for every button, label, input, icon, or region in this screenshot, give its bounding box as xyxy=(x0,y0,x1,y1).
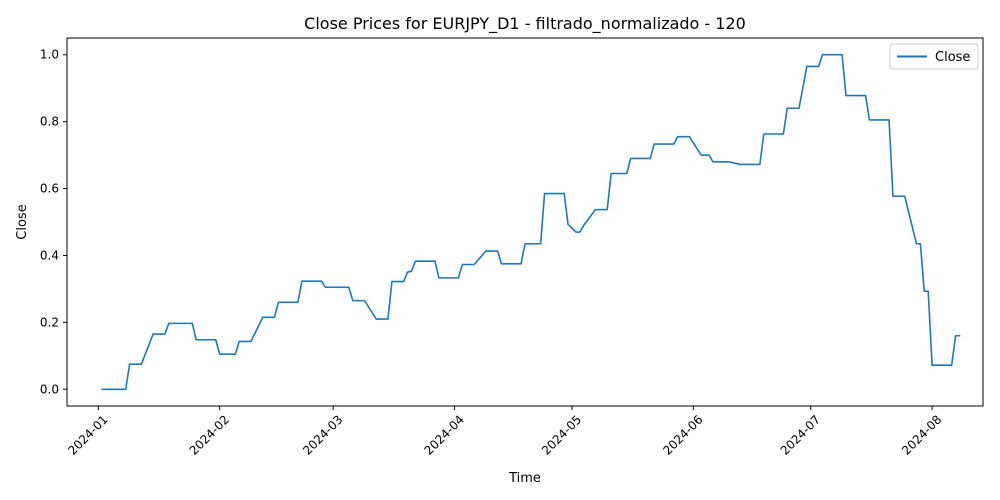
plot-area xyxy=(67,38,983,406)
y-axis-label: Close xyxy=(15,204,30,239)
legend: Close xyxy=(889,43,979,70)
legend-box xyxy=(889,43,979,70)
chart-title: Close Prices for EURJPY_D1 - filtrado_no… xyxy=(304,14,746,34)
series-line-close xyxy=(101,53,961,391)
series-layer xyxy=(101,53,961,391)
y-tick-label: 0.0 xyxy=(40,382,59,396)
y-tick-label: 0.6 xyxy=(40,182,59,196)
x-axis-label: Time xyxy=(508,471,541,486)
y-tick-label: 0.8 xyxy=(40,115,59,129)
y-tick-label: 0.4 xyxy=(40,248,59,262)
legend-label-close: Close xyxy=(935,50,970,65)
plot-frame xyxy=(66,37,984,407)
y-axis-ticks: 0.0 0.2 0.4 0.6 0.8 1.0 xyxy=(40,48,67,396)
y-tick-label: 1.0 xyxy=(40,48,59,62)
y-tick-label: 0.2 xyxy=(40,315,59,329)
